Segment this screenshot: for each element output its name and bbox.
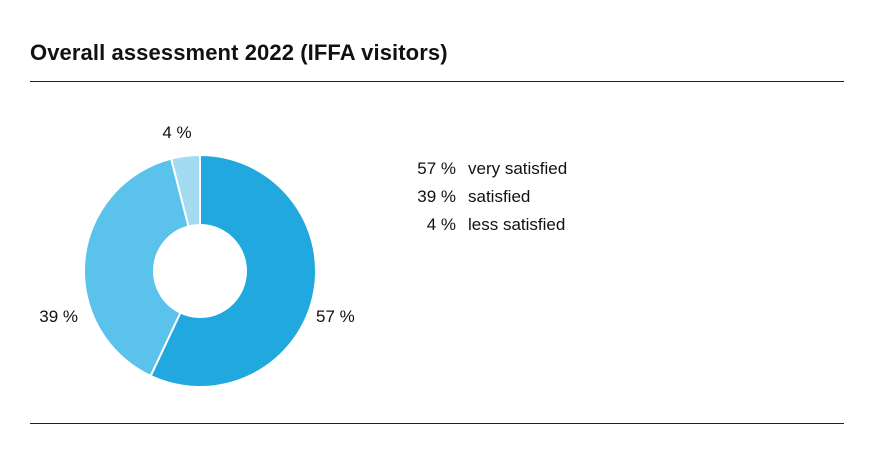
- bottom-divider: [30, 423, 844, 424]
- donut-slice-labels: 57 % 39 % 4 %: [39, 123, 355, 326]
- top-divider: [30, 81, 844, 82]
- donut-slices: [83, 153, 317, 388]
- legend-label: less satisfied: [468, 215, 566, 234]
- legend-label: satisfied: [468, 187, 531, 206]
- slice-value-label: 4 %: [162, 123, 191, 142]
- legend-value: 57 %: [417, 159, 456, 178]
- donut-slice-satisfied: [83, 157, 190, 378]
- slice-value-label: 57 %: [316, 307, 355, 326]
- slice-value-label: 39 %: [39, 307, 78, 326]
- chart-title: Overall assessment 2022 (IFFA visitors): [30, 40, 448, 65]
- legend-value: 39 %: [417, 187, 456, 206]
- legend-item: 39 % satisfied: [400, 183, 567, 211]
- legend-item: 4 % less satisfied: [400, 211, 567, 239]
- legend-item: 57 % very satisfied: [400, 155, 567, 183]
- donut-slice-very-satisfied: [149, 153, 317, 388]
- legend-label: very satisfied: [468, 159, 568, 178]
- legend: 57 % very satisfied 39 % satisfied 4 % l…: [400, 155, 567, 239]
- legend-value: 4 %: [426, 215, 456, 234]
- donut-slice-less-satisfied: [169, 153, 201, 228]
